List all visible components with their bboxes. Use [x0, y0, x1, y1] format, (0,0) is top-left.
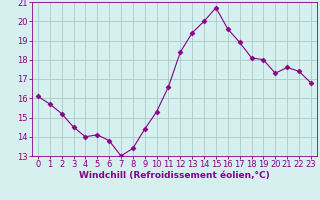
X-axis label: Windchill (Refroidissement éolien,°C): Windchill (Refroidissement éolien,°C): [79, 171, 270, 180]
